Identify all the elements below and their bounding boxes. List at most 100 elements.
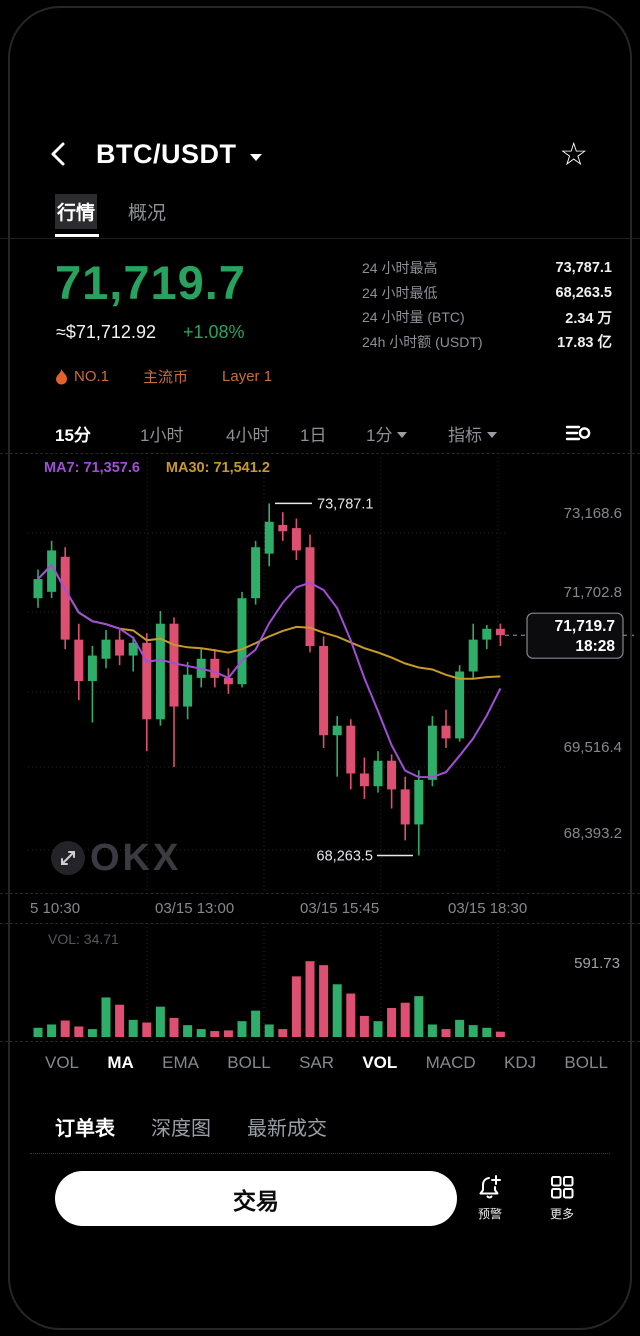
candle [128, 636, 138, 672]
tf-1h[interactable]: 1小时 [140, 425, 184, 445]
volume-bar [155, 1006, 165, 1037]
candle [373, 751, 383, 793]
x-label-4: 03/15 18:30 [448, 900, 528, 917]
x-axis: 5 10:30 03/15 13:00 03/15 15:45 03/15 18… [0, 893, 640, 924]
last-price-badge [526, 612, 624, 659]
tag-mainstream[interactable]: 主流币 [143, 369, 189, 386]
y-axis-label: 68,393.2 [564, 825, 622, 842]
ind-ma[interactable]: MA [107, 1053, 134, 1072]
volume-bar [414, 996, 424, 1037]
candle [47, 540, 57, 599]
volume-bar [223, 1030, 233, 1037]
pair-title[interactable]: BTC/USDT [96, 138, 237, 169]
volume-bar [33, 1027, 43, 1037]
chevron-down-icon [487, 431, 497, 438]
ind-macd[interactable]: MACD [425, 1053, 476, 1072]
alert-label: 预警 [477, 1207, 502, 1221]
volume-chart [33, 923, 505, 1037]
last-price: 71,719.7 [55, 256, 246, 309]
volume-bar [196, 1029, 206, 1037]
candle [278, 512, 288, 541]
volume-bar [359, 1015, 369, 1037]
volume-pane[interactable]: VOL: 34.71 591.73 [0, 923, 640, 1042]
stats-panel: 24 小时最高 73,787.1 24 小时最低 68,263.5 24 小时量… [362, 256, 612, 354]
indicator-tabs: VOL MA EMA BOLL SAR VOL MACD KDJ BOLL [0, 1043, 640, 1083]
ind-vol-sub[interactable]: VOL [362, 1053, 398, 1072]
tf-1m-dropdown[interactable]: 1分 [366, 421, 408, 446]
header: BTC/USDT ☆ [0, 128, 640, 180]
ma-labels: MA7: 71,357.6 MA30: 71,541.2 [44, 460, 270, 476]
ind-ema[interactable]: EMA [162, 1053, 199, 1072]
tab-latest-trades[interactable]: 最新成交 [247, 1118, 327, 1140]
alert-button[interactable]: 预警 [462, 1173, 518, 1222]
volume-max-label: 591.73 [574, 955, 620, 972]
candle [455, 665, 465, 742]
x-label-1: 5 10:30 [30, 900, 81, 917]
ind-sar[interactable]: SAR [299, 1053, 335, 1072]
ind-kdj[interactable]: KDJ [503, 1053, 537, 1072]
tag-layer1[interactable]: Layer 1 [222, 368, 273, 385]
candlestick-chart[interactable]: OKX 73,168.6 71,702.8 69,516.4 68,393.2 73,78… [0, 455, 640, 893]
volume-bar [183, 1025, 193, 1037]
ma7-label: MA7: 71,357.6 [44, 460, 140, 476]
volume-bar [210, 1031, 220, 1037]
x-label-2: 03/15 13:00 [155, 900, 235, 917]
chevron-down-icon [397, 431, 408, 438]
ind-boll[interactable]: BOLL [227, 1053, 271, 1072]
ind-vol-main[interactable]: VOL [45, 1053, 80, 1072]
candle [359, 757, 369, 799]
volume-bar [468, 1025, 478, 1037]
candle [264, 503, 274, 567]
okx-watermark: OKX [90, 837, 181, 879]
back-button[interactable] [48, 139, 74, 169]
candle [319, 636, 329, 748]
volume-bar [495, 1031, 505, 1037]
candle [87, 646, 97, 723]
tf-15m[interactable]: 15分 [55, 425, 91, 445]
candle [495, 623, 505, 647]
candle [400, 776, 410, 841]
volume-bar [115, 1004, 125, 1037]
stat-high: 24 小时最高 73,787.1 [362, 260, 612, 277]
tf-4h[interactable]: 4小时 [226, 425, 270, 445]
candle [346, 719, 356, 790]
ma30-label: MA30: 71,541.2 [165, 460, 270, 476]
indicator-dropdown[interactable]: 指标 [448, 421, 497, 446]
tf-1d[interactable]: 1日 [300, 425, 327, 445]
volume-bar [278, 1029, 288, 1037]
volume-bar [87, 1029, 97, 1037]
tab-depth-chart[interactable]: 深度图 [151, 1118, 211, 1140]
candle [291, 518, 301, 560]
chevron-down-icon[interactable] [249, 153, 263, 162]
volume-bar [455, 1019, 465, 1037]
candle [237, 591, 247, 688]
favorite-star-icon[interactable]: ☆ [559, 136, 588, 172]
candle [441, 709, 451, 748]
candle [115, 630, 125, 666]
more-button[interactable]: 更多 [534, 1173, 590, 1222]
volume-bar [332, 984, 342, 1037]
chart-settings-button[interactable] [564, 421, 592, 450]
price-change: +1.08% [182, 322, 245, 342]
tab-overview[interactable]: 概况 [128, 203, 167, 224]
y-axis-label: 71,702.8 [564, 584, 622, 601]
section-tabs: 订单表 深度图 最新成交 [55, 1112, 327, 1141]
candle [142, 633, 152, 752]
trade-button[interactable]: 交易 [55, 1171, 457, 1226]
volume-bar [237, 1021, 247, 1037]
ind-boll-sub[interactable]: BOLL [564, 1053, 608, 1072]
high-annotation: 73,787.1 [317, 496, 373, 512]
active-tab-underline [55, 234, 99, 237]
tag-rank[interactable]: NO.1 [55, 368, 109, 385]
tab-quotes[interactable]: 行情 [55, 194, 98, 229]
more-label: 更多 [549, 1207, 574, 1221]
volume-bar [47, 1024, 57, 1037]
candle [414, 770, 424, 856]
volume-bar [128, 1019, 138, 1037]
badge-price: 71,719.7 [555, 618, 615, 635]
tab-order-book[interactable]: 订单表 [55, 1118, 115, 1140]
ma7-line [37, 563, 502, 779]
candle [223, 668, 233, 694]
candle [305, 534, 315, 653]
